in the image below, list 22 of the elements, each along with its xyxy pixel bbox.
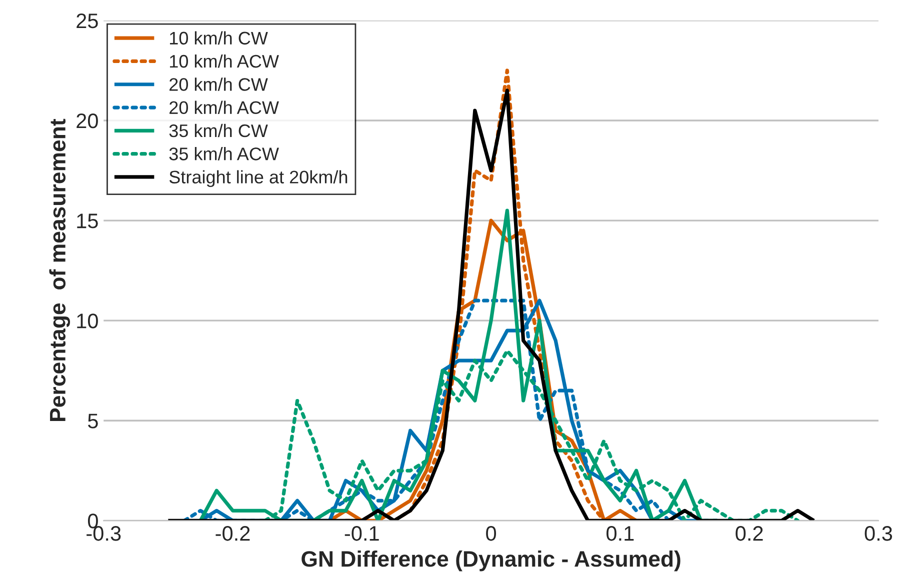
y-tick-label: 5 <box>88 414 98 428</box>
x-axis-title: GN Difference (Dynamic - Assumed) <box>302 550 680 572</box>
legend-label: 35 km/h CW <box>169 124 268 138</box>
legend-label: 10 km/h ACW <box>170 54 279 68</box>
legend-label: 20 km/h ACW <box>170 100 279 114</box>
legend-label: 10 km/h CW <box>170 31 268 45</box>
legend-label: Straight line at 20km/h <box>169 170 348 188</box>
x-tick-label: 0.1 <box>606 526 634 541</box>
x-tick-label: 0.3 <box>864 526 892 541</box>
x-tick-label: 0 <box>486 526 496 541</box>
y-tick-label: 15 <box>77 214 98 228</box>
y-axis-title: Percentage of measurement <box>49 118 70 421</box>
y-tick-label: 0 <box>88 514 98 528</box>
y-tick-label: 10 <box>77 314 98 328</box>
y-tick-label: 25 <box>76 13 98 28</box>
legend-label: 20 km/h CW <box>170 78 268 91</box>
x-tick-label: 0.2 <box>736 526 763 541</box>
y-tick-label: 20 <box>76 114 98 128</box>
legend-label: 35 km/h ACW <box>169 147 279 160</box>
x-tick-label: -0.2 <box>216 526 250 541</box>
x-tick-label: -0.3 <box>86 526 121 541</box>
x-tick-label: -0.1 <box>344 526 379 541</box>
